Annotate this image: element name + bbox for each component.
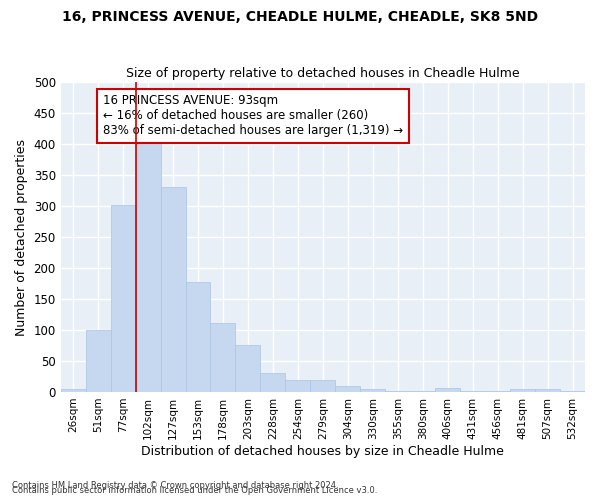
- Bar: [211, 322, 235, 392]
- Bar: [286, 380, 310, 392]
- Y-axis label: Number of detached properties: Number of detached properties: [15, 138, 28, 336]
- Bar: [360, 389, 385, 392]
- Bar: [235, 345, 260, 392]
- Bar: [110, 205, 136, 392]
- Text: 16, PRINCESS AVENUE, CHEADLE HULME, CHEADLE, SK8 5ND: 16, PRINCESS AVENUE, CHEADLE HULME, CHEA…: [62, 10, 538, 24]
- Text: Contains HM Land Registry data © Crown copyright and database right 2024.: Contains HM Land Registry data © Crown c…: [12, 481, 338, 490]
- Bar: [161, 188, 185, 392]
- Bar: [560, 390, 585, 392]
- Bar: [61, 390, 86, 392]
- Text: 16 PRINCESS AVENUE: 93sqm
← 16% of detached houses are smaller (260)
83% of semi: 16 PRINCESS AVENUE: 93sqm ← 16% of detac…: [103, 94, 403, 138]
- Bar: [310, 380, 335, 392]
- Bar: [535, 390, 560, 392]
- Bar: [185, 282, 211, 392]
- Bar: [510, 389, 535, 392]
- Title: Size of property relative to detached houses in Cheadle Hulme: Size of property relative to detached ho…: [126, 66, 520, 80]
- Text: Contains public sector information licensed under the Open Government Licence v3: Contains public sector information licen…: [12, 486, 377, 495]
- X-axis label: Distribution of detached houses by size in Cheadle Hulme: Distribution of detached houses by size …: [142, 444, 504, 458]
- Bar: [435, 388, 460, 392]
- Bar: [86, 330, 110, 392]
- Bar: [260, 374, 286, 392]
- Bar: [335, 386, 360, 392]
- Bar: [136, 137, 161, 392]
